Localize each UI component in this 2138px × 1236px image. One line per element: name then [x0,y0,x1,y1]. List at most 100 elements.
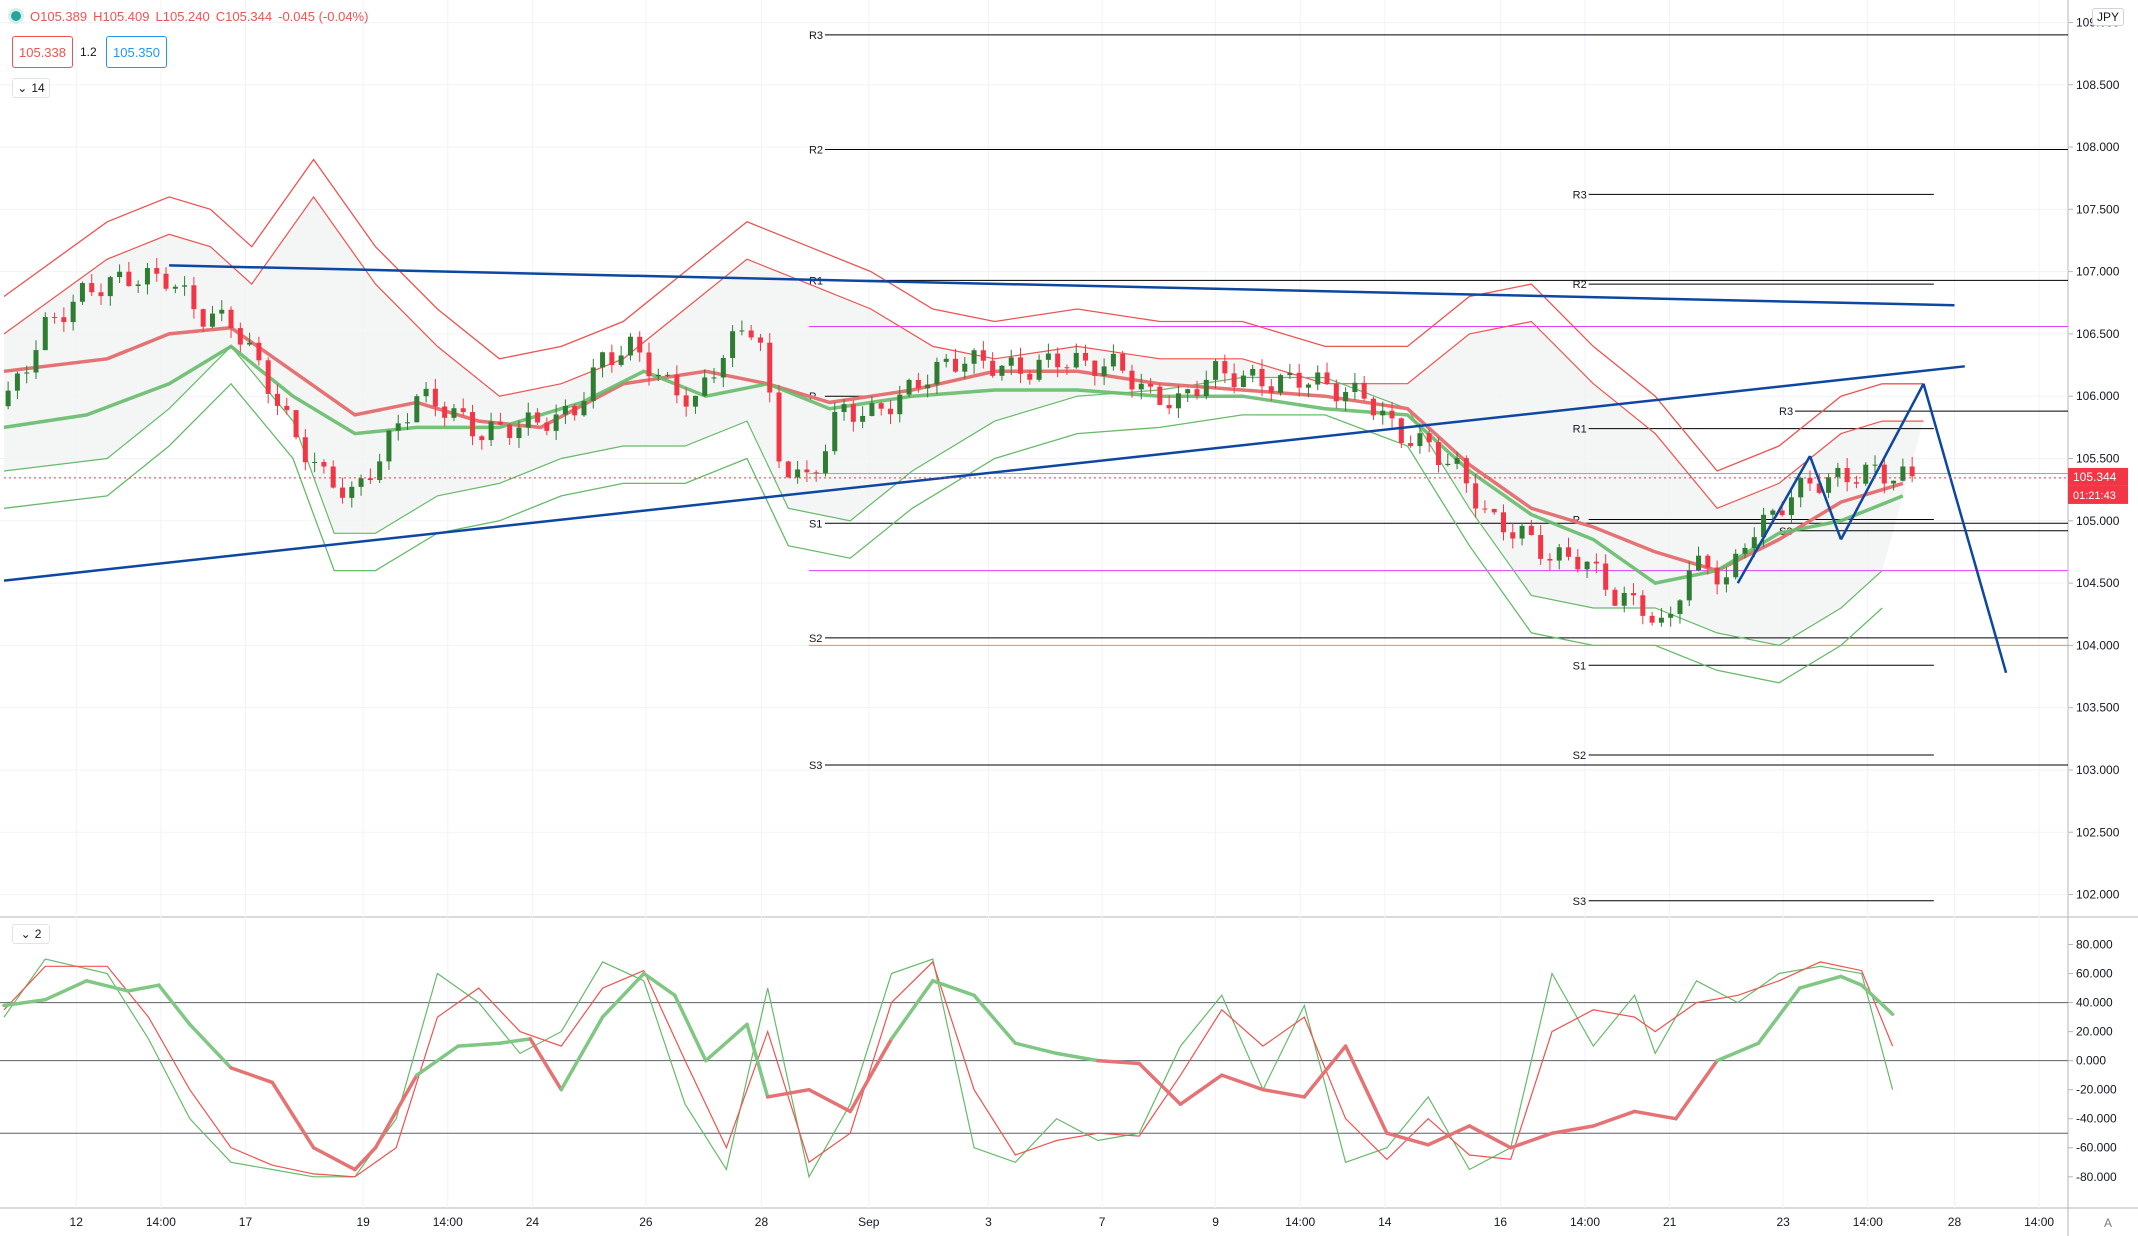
osc-main-segment [415,1044,460,1077]
candle-body [1835,467,1841,478]
osc-main-segment [1096,1058,1141,1066]
sell-button[interactable]: 105.338 [12,36,73,68]
candle-body [1742,547,1748,554]
buy-button[interactable]: 105.350 [106,36,167,68]
candle-body [154,268,160,274]
candle-body [200,309,206,327]
x-tick-label: 24 [526,1215,540,1229]
osc-main-segment [765,1087,811,1099]
osc-main-segment [353,1145,378,1172]
candle-body [367,478,373,481]
osc-main-segment [745,1022,770,1099]
candle-body [1129,370,1135,390]
candle-body [1500,512,1506,533]
candle-body [785,461,791,478]
osc-tick-label: 0.000 [2076,1054,2106,1068]
candle-body [553,414,559,431]
osc-tick-label: 60.000 [2076,967,2113,981]
candle-body [1343,391,1349,402]
candle-body [600,352,606,368]
pivot-label: R2 [1573,279,1587,291]
candle-body [748,330,754,338]
candle-body [572,406,578,416]
x-tick-label: 14 [1378,1215,1392,1229]
candle-body [1092,360,1098,376]
trend-line [1922,383,2008,674]
candle-body [1751,537,1757,548]
status-dot-icon [8,8,24,24]
candle-body [637,336,643,353]
candle-body [1408,442,1414,447]
candle-body [525,412,531,428]
price-tick-label: 104.000 [2076,638,2120,652]
candle-body [1593,561,1599,564]
candle-body [479,436,485,441]
candle-body [1556,547,1562,561]
osc-main-segment [1302,1044,1348,1099]
x-tick-label: 14:00 [1570,1215,1600,1229]
osc-main-segment [1756,986,1802,1045]
osc-main-segment [528,1037,564,1092]
chevron-down-icon: ⌄ [17,81,28,95]
pivot-label: R1 [809,275,823,287]
osc-main-segment [704,1022,749,1063]
candle-body [1426,433,1432,443]
candle-body [1148,383,1154,387]
candle-body [228,309,234,329]
candle-body [1036,359,1042,380]
candle-body [1770,510,1776,515]
x-tick-label: 14:00 [1285,1215,1315,1229]
candle-body [1315,372,1321,385]
osc-main-segment [188,1022,233,1070]
candle-body [980,350,986,361]
auto-scale-button[interactable]: A [2103,1216,2112,1230]
candle-body [562,406,568,415]
x-tick-label: 21 [1663,1215,1677,1229]
osc-main-segment [311,1145,357,1172]
candle-body [312,461,318,463]
x-tick-label: 28 [755,1215,769,1229]
candle-body [1194,389,1200,396]
osc-main-segment [1137,1061,1183,1106]
candle-body [1398,418,1404,443]
candle-body [1203,379,1209,396]
candle-body [423,388,429,397]
candle-body [1287,372,1293,376]
candle-body [1166,404,1172,409]
candle-body [581,401,587,416]
osc-pane-toggle-button[interactable]: ⌄ 2 [12,924,50,944]
candle-body [739,330,745,332]
candle-body [1519,525,1525,539]
candle-body [470,412,476,437]
candle-body [925,384,931,389]
candle-body [544,422,550,431]
x-tick-label: 14:00 [433,1215,463,1229]
last-price-tag [2068,467,2128,486]
x-tick-label: Sep [858,1215,880,1229]
osc-main-segment [270,1080,316,1150]
pivot-label: S3 [1573,896,1586,908]
countdown-tag [2068,485,2128,504]
candle-body [1361,382,1367,399]
candle-body [1240,375,1246,388]
candle-body [1603,563,1609,590]
pivot-label: S2 [1573,750,1586,762]
candle-body [219,309,225,314]
candle-body [330,466,336,488]
candle-body [1278,375,1284,393]
candle-body [432,388,438,407]
candle-body [247,342,253,345]
currency-label[interactable]: JPY [2091,8,2124,26]
osc-main-segment [1261,1087,1307,1099]
osc-tick-label: -80.000 [2076,1170,2117,1184]
candle-body [144,268,150,285]
x-tick-label: 28 [1948,1215,1962,1229]
price-tick-label: 106.500 [2076,327,2120,341]
osc-main-segment [373,1073,419,1150]
osc-main-segment [1797,974,1843,990]
candle-body [1008,357,1014,366]
main-pane-toggle-button[interactable]: ⌄ 14 [12,78,50,98]
candle-body [1696,555,1702,571]
candle-body [1445,463,1451,466]
